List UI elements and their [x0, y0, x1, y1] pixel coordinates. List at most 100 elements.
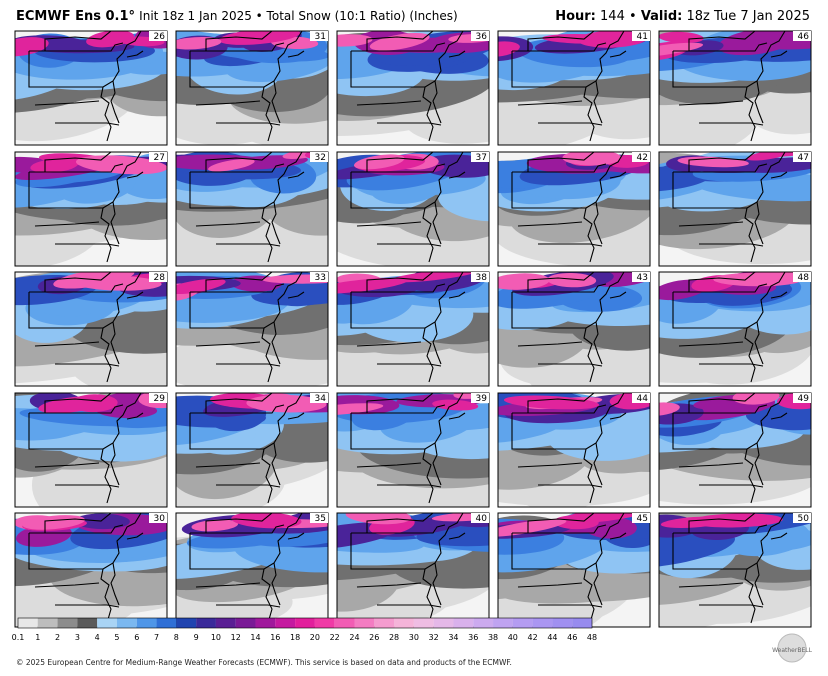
ensemble-panel: 27	[14, 151, 168, 267]
member-box	[149, 152, 167, 162]
panel-field	[659, 393, 811, 507]
ensemble-panel: 33	[175, 271, 329, 387]
colorbar-label: 18	[290, 633, 300, 642]
ensemble-panel: 40	[336, 512, 490, 628]
member-number: 48	[798, 273, 810, 283]
colorbar-swatch	[512, 618, 533, 628]
snow-field	[282, 152, 325, 159]
member-number: 37	[476, 153, 487, 163]
snow-field	[369, 32, 430, 51]
ensemble-panel: 42	[497, 151, 651, 267]
member-number: 49	[798, 394, 810, 404]
ensemble-panel: 37	[336, 151, 490, 267]
snow-field	[22, 515, 85, 530]
snow-field	[745, 403, 811, 431]
panel-field	[337, 513, 489, 627]
member-box	[471, 272, 489, 282]
snow-field	[191, 519, 239, 532]
panel-field	[15, 393, 167, 507]
colorbar-swatch	[136, 618, 157, 628]
panel-field	[15, 513, 167, 627]
snow-field	[747, 272, 805, 286]
colorbar-swatch	[473, 618, 494, 628]
snow-field	[498, 36, 534, 62]
member-number: 45	[637, 514, 648, 524]
panel-frame	[175, 151, 329, 267]
panel-frame	[336, 30, 490, 146]
colorbar-label: 6	[134, 633, 139, 642]
member-box	[632, 272, 650, 282]
colorbar-swatch	[57, 618, 78, 628]
member-box	[793, 393, 811, 403]
snow-field	[176, 292, 287, 323]
panel-field	[659, 513, 811, 627]
panel-frame	[336, 392, 490, 508]
ensemble-panel: 45	[497, 512, 651, 628]
snow-field	[759, 33, 811, 50]
snow-field	[208, 158, 255, 172]
snow-field	[176, 36, 222, 50]
panel-field	[176, 31, 328, 145]
colorbar-label: 9	[194, 633, 199, 642]
panel-frame	[658, 512, 812, 628]
snow-field	[577, 31, 647, 48]
panel-field	[15, 152, 167, 266]
snow-field	[659, 531, 736, 568]
member-number: 50	[798, 514, 810, 524]
colorbar-label: 2	[55, 633, 60, 642]
member-box	[149, 31, 167, 41]
hour: 144	[600, 9, 625, 24]
colorbar-label: 1	[35, 633, 40, 642]
footer: © 2025 European Centre for Medium-Range …	[16, 658, 512, 667]
member-box	[632, 31, 650, 41]
colorbar-swatch	[334, 618, 355, 628]
member-number: 40	[476, 514, 488, 524]
colorbar-swatch	[116, 618, 137, 628]
panel-frame	[14, 392, 168, 508]
panel-frame	[658, 271, 812, 387]
colorbar-swatch	[18, 618, 38, 628]
panel-field	[176, 513, 328, 627]
panel-field	[15, 31, 167, 145]
snow-field	[53, 272, 135, 289]
colorbar: 0.1 1 2 3 4 5 6 7 8 9 10 12 14 16 18 20 22 24 26 28 30 32 34 36…	[12, 617, 597, 642]
snow-field	[498, 518, 567, 537]
colorbar-swatch	[156, 618, 177, 628]
member-box	[310, 272, 328, 282]
colorbar-swatch	[235, 618, 256, 628]
colorbar-swatch	[275, 618, 296, 628]
colorbar-label: 48	[587, 633, 597, 642]
panel-frame	[497, 392, 651, 508]
colorbar-swatch	[196, 618, 216, 628]
member-box	[310, 513, 328, 523]
member-box	[471, 513, 489, 523]
colorbar-frame	[17, 617, 593, 629]
panel-frame	[14, 151, 168, 267]
member-number: 34	[315, 394, 327, 404]
snow-field	[547, 272, 597, 288]
ensemble-panel: 32	[175, 151, 329, 267]
colorbar-label: 26	[369, 633, 379, 642]
member-box	[632, 393, 650, 403]
panel-frame	[658, 151, 812, 267]
snow-field	[560, 513, 650, 524]
panel-field	[337, 31, 489, 145]
colorbar-label: 0.1	[12, 633, 25, 642]
colorbar-swatch	[176, 618, 197, 628]
snow-field	[74, 513, 130, 530]
ensemble-panel: 30	[14, 512, 168, 628]
colorbar-label: 38	[488, 633, 498, 642]
member-box	[793, 31, 811, 41]
panel-field	[15, 272, 167, 386]
ensemble-panel: 34	[175, 392, 329, 508]
panel-frame	[175, 271, 329, 387]
colorbar-swatch	[314, 618, 335, 628]
colorbar-label: 4	[95, 633, 100, 642]
panel-frame	[14, 30, 168, 146]
snow-field	[261, 274, 328, 284]
colorbar-label: 7	[154, 633, 159, 642]
ensemble-panel: 35	[175, 512, 329, 628]
member-number: 42	[637, 153, 648, 163]
member-number: 28	[154, 273, 166, 283]
member-number: 27	[154, 153, 165, 163]
